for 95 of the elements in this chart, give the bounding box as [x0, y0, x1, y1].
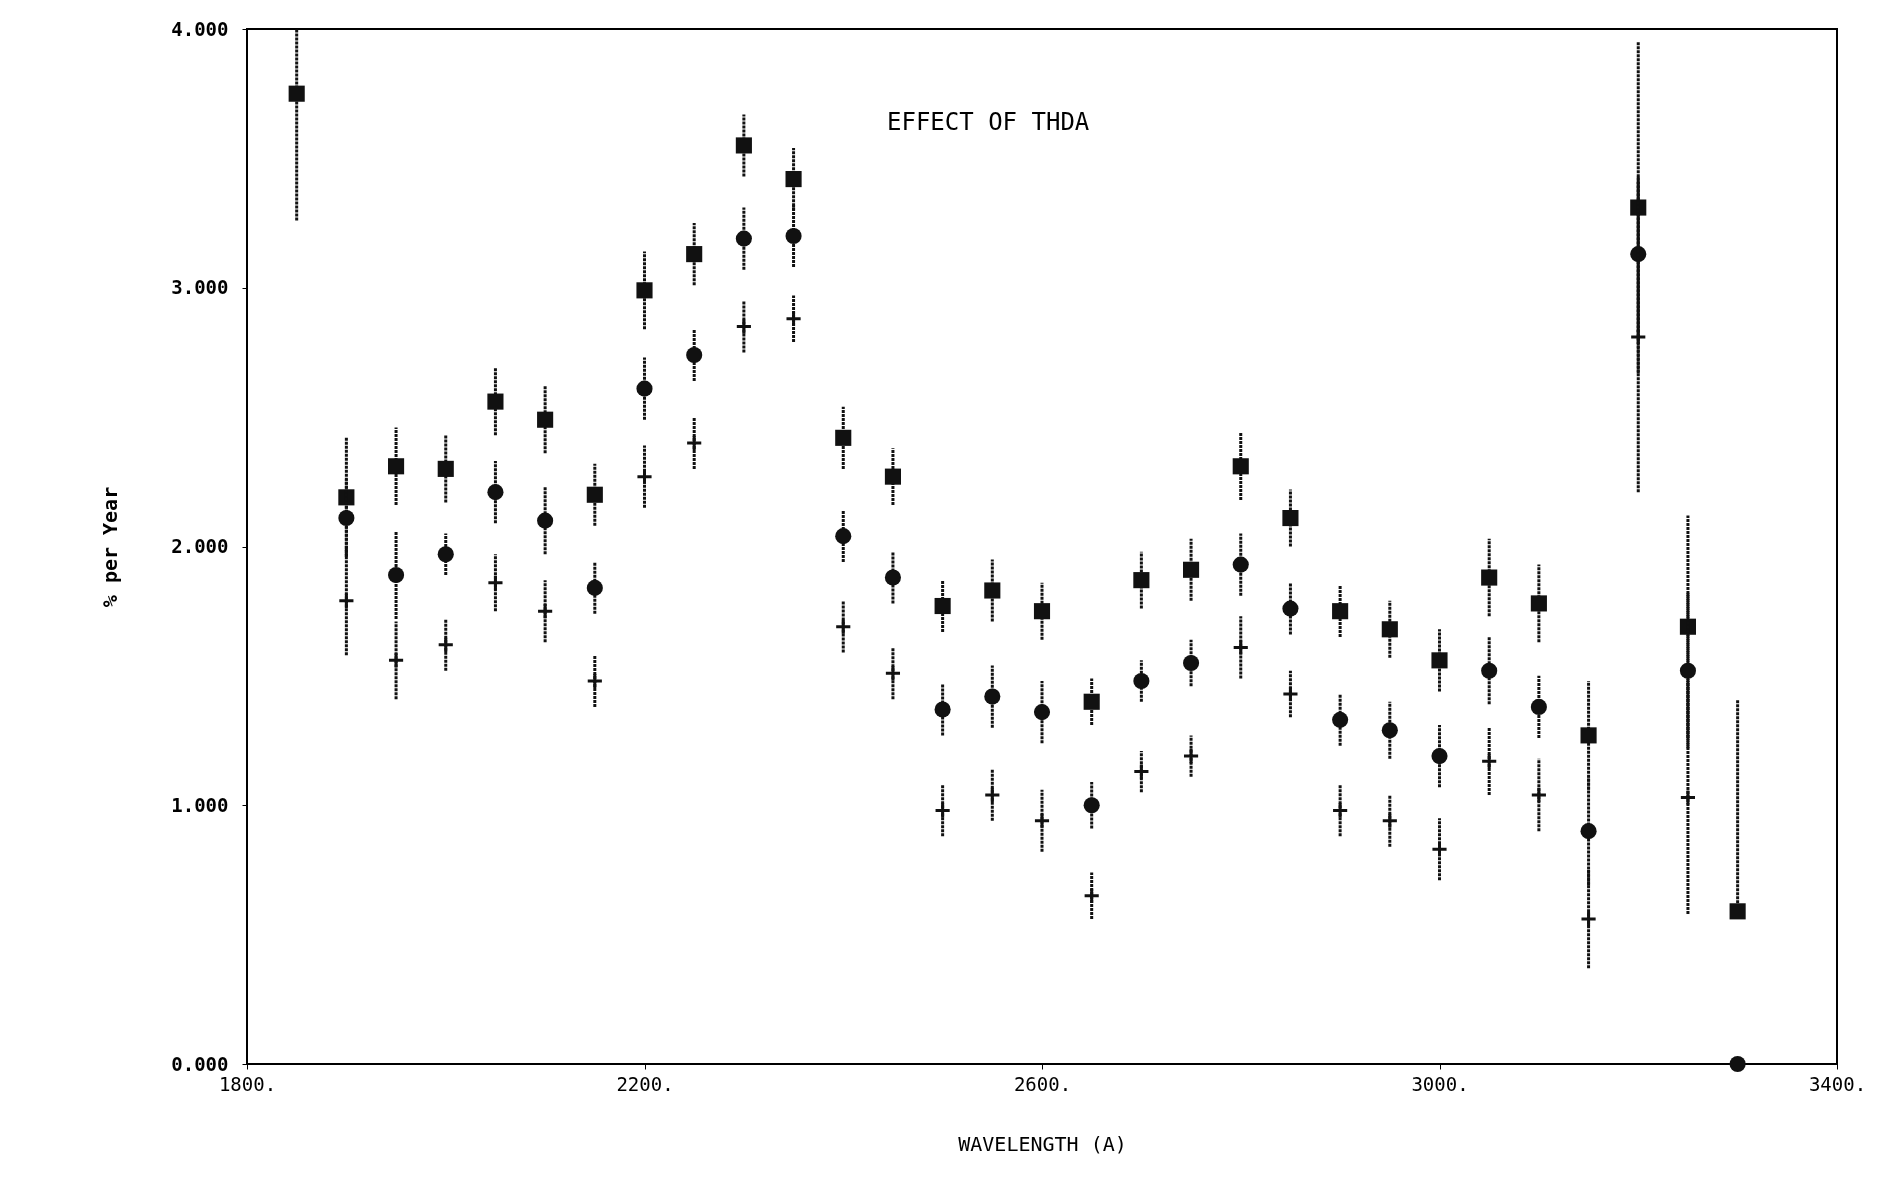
point: [1083, 887, 1101, 905]
x-tick-label: 1800.: [218, 1072, 277, 1095]
point: [1331, 801, 1349, 819]
point: [586, 672, 604, 690]
x-tick-label: 2200.: [616, 1072, 674, 1095]
x-tick-label: 3000.: [1411, 1072, 1469, 1095]
point: [338, 509, 355, 527]
point: [1232, 458, 1249, 475]
y-tick-label: 0.000: [171, 1052, 229, 1075]
point: [636, 380, 653, 397]
point: [686, 246, 703, 263]
point: [934, 701, 951, 718]
point: [1132, 763, 1150, 781]
point: [537, 411, 554, 428]
point: [1183, 654, 1200, 671]
point: [835, 528, 852, 545]
point: [735, 230, 752, 247]
point: [1629, 328, 1647, 346]
point: [1083, 693, 1100, 710]
point: [1332, 711, 1349, 728]
point: [1729, 1055, 1746, 1073]
point: [537, 512, 554, 529]
point: [1083, 797, 1100, 814]
point: [487, 484, 504, 501]
point: [785, 227, 802, 245]
point: [1481, 569, 1498, 586]
point: [1033, 603, 1051, 620]
y-tick-label: 4.000: [171, 17, 229, 40]
point: [437, 546, 454, 563]
y-axis-title: % per Year: [98, 486, 123, 608]
point: [784, 310, 803, 328]
point: [1381, 722, 1398, 739]
point: [934, 597, 951, 615]
point: [1530, 786, 1548, 804]
point: [387, 651, 405, 669]
point: [1729, 903, 1746, 920]
point: [1431, 652, 1448, 669]
point: [1579, 910, 1598, 928]
point: [1381, 812, 1399, 830]
point: [437, 460, 454, 477]
annotation: EFFECT OF THDA: [887, 108, 1090, 136]
point: [1182, 747, 1200, 765]
point: [1281, 685, 1300, 703]
point: [586, 579, 603, 596]
y-tick-label: 1.000: [171, 793, 229, 816]
point: [983, 786, 1001, 804]
point: [1133, 673, 1150, 690]
point: [686, 346, 703, 364]
y-tick-label: 3.000: [171, 276, 229, 299]
x-tick-label: 2600.: [1013, 1072, 1072, 1095]
point: [835, 429, 852, 446]
point: [834, 618, 852, 636]
point: [1679, 662, 1696, 679]
point: [884, 569, 901, 586]
point: [437, 636, 455, 654]
point: [884, 664, 902, 682]
x-axis-title: WAVELENGTH (A): [958, 1131, 1127, 1156]
point: [487, 393, 504, 410]
point: [1431, 748, 1448, 765]
y-tick-label: 2.000: [171, 535, 229, 557]
point: [1530, 698, 1547, 715]
point: [934, 801, 952, 819]
point: [735, 317, 753, 336]
point: [1282, 509, 1299, 527]
point: [785, 171, 802, 188]
point: [1481, 662, 1498, 679]
point: [536, 602, 554, 620]
point: [1580, 823, 1597, 840]
point: [1282, 600, 1299, 617]
point: [1183, 561, 1200, 578]
point: [1381, 621, 1398, 638]
point: [685, 434, 703, 452]
point: [1630, 199, 1647, 216]
point: [1232, 556, 1249, 573]
point: [1530, 595, 1547, 612]
point: [388, 566, 405, 584]
point: [486, 574, 505, 592]
point: [1133, 572, 1150, 589]
point: [1033, 812, 1051, 830]
x-tick-label: 3400.: [1808, 1072, 1867, 1095]
point: [388, 458, 405, 475]
point: [735, 137, 752, 154]
point: [1580, 727, 1597, 744]
point: [884, 468, 901, 485]
point: [1232, 638, 1250, 656]
point: [1679, 788, 1697, 807]
point: [586, 486, 603, 503]
point: [337, 592, 355, 610]
point: [288, 85, 305, 102]
point: [984, 582, 1001, 599]
point: [1332, 603, 1349, 620]
point: [984, 688, 1001, 705]
point: [1480, 752, 1498, 770]
point: [1033, 704, 1051, 721]
point: [636, 282, 653, 299]
